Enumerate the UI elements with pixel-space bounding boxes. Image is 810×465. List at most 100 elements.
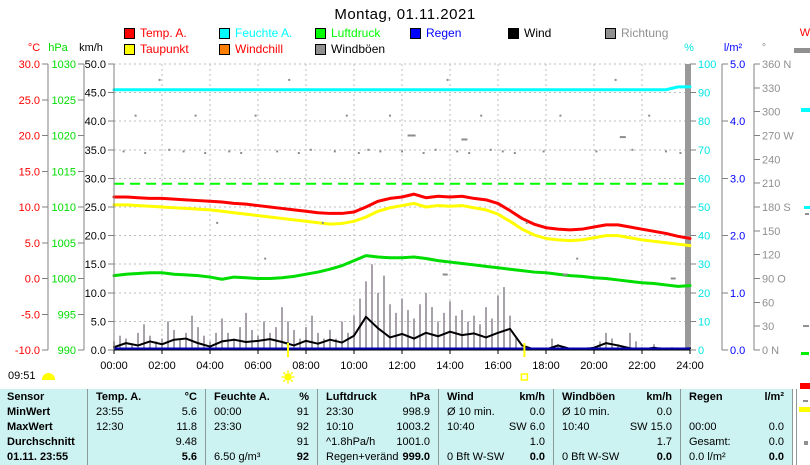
unit-label-W: W <box>799 27 810 39</box>
row-label: Durchschnitt <box>7 436 75 448</box>
svg-text:25.0: 25.0 <box>19 95 40 107</box>
legend-label: Taupunkt <box>140 42 189 56</box>
svg-text:30.0: 30.0 <box>85 173 106 185</box>
stat-time: 0.0 l/m² <box>689 451 726 463</box>
svg-text:5.0: 5.0 <box>25 238 40 250</box>
svg-text:5.0: 5.0 <box>730 59 745 71</box>
svg-text:15.0: 15.0 <box>85 259 106 271</box>
legend-item-taupunkt: Taupunkt <box>124 42 189 56</box>
legend-item-richtung: Richtung <box>605 26 668 40</box>
stat-time: 00:00 <box>214 406 242 418</box>
stat-time: 23:30 <box>326 406 354 418</box>
svg-text:1030: 1030 <box>52 59 76 71</box>
svg-text:3.0: 3.0 <box>730 173 745 185</box>
column-unit: °C <box>184 391 197 403</box>
svg-text:-5.0: -5.0 <box>21 309 40 321</box>
svg-text:50.0: 50.0 <box>85 59 106 71</box>
legend-swatch-icon <box>315 27 326 39</box>
table-column-divider <box>792 389 793 465</box>
svg-text:0.0: 0.0 <box>25 274 40 286</box>
legend-label: Regen <box>426 26 462 40</box>
svg-text:90 O: 90 O <box>762 274 786 286</box>
stat-time: 12:30 <box>96 421 124 433</box>
svg-text:5.0: 5.0 <box>91 316 106 328</box>
svg-text:25.0: 25.0 <box>85 202 106 214</box>
stat-value: 9.48 <box>175 436 197 448</box>
axis-temp: 30.0 25.0 20.0 15.0 10.0 5.0 0.0 -5.0 -10.0 <box>15 59 49 357</box>
cropped-edge-fragment <box>801 108 810 112</box>
table-column-divider <box>205 389 206 465</box>
svg-text:50: 50 <box>698 202 710 214</box>
column-unit: km/h <box>646 391 672 403</box>
stat-value: 1.7 <box>656 436 672 448</box>
svg-text:60: 60 <box>762 297 774 309</box>
cropped-edge-fragment <box>805 213 809 215</box>
unit-label-°: ° <box>761 42 767 54</box>
stat-value: 0.0 <box>768 421 784 433</box>
stat-time: Ø 10 min. <box>447 406 495 418</box>
stat-value: 1.0 <box>529 436 545 448</box>
stat-time: Ø 10 min. <box>562 406 610 418</box>
stat-value: 998.9 <box>402 406 430 418</box>
svg-text:02:00: 02:00 <box>148 360 176 372</box>
unit-label-%: % <box>684 42 694 54</box>
legend-label: Temp. A. <box>140 26 187 40</box>
cropped-edge-fragment <box>803 400 808 402</box>
unit-label-km/h: km/h <box>79 42 103 54</box>
svg-text:30.0: 30.0 <box>19 59 40 71</box>
stat-value: 999.0 <box>402 451 430 463</box>
legend-swatch-icon <box>508 27 519 39</box>
svg-text:08:00: 08:00 <box>292 360 320 372</box>
cropped-edge-fragment <box>794 48 810 53</box>
cropped-edge-fragment <box>804 441 808 445</box>
column-unit: hPa <box>409 391 430 403</box>
stat-time: 00:00 <box>689 421 717 433</box>
weather-chart: 30.025.020.015.010.05.00.0-5.0-10.010301… <box>15 59 794 384</box>
svg-text:30: 30 <box>698 259 710 271</box>
stat-value: 1001.0 <box>396 436 430 448</box>
svg-text:100: 100 <box>698 59 716 71</box>
svg-text:20.0: 20.0 <box>19 131 40 143</box>
column-header: Temp. A. <box>96 391 142 403</box>
legend-swatch-icon <box>124 43 135 55</box>
unit-label-hPa: hPa <box>48 42 68 54</box>
stat-value: 5.6 <box>181 451 197 463</box>
svg-text:20:00: 20:00 <box>580 360 608 372</box>
svg-text:1015: 1015 <box>52 166 76 178</box>
svg-text:0.0: 0.0 <box>730 345 745 357</box>
column-unit: l/m² <box>764 391 784 403</box>
feuchte-a--line <box>112 85 692 92</box>
svg-text:1005: 1005 <box>52 238 76 250</box>
column-header: Wind <box>447 391 474 403</box>
svg-text:12:00: 12:00 <box>388 360 416 372</box>
legend-label: Wind <box>524 26 552 40</box>
legend-item-windchill: Windchill <box>219 42 283 56</box>
svg-text:330: 330 <box>762 83 780 95</box>
svg-text:0 N: 0 N <box>762 345 779 357</box>
svg-text:1020: 1020 <box>52 131 76 143</box>
svg-text:2.0: 2.0 <box>730 231 745 243</box>
svg-text:06:00: 06:00 <box>244 360 272 372</box>
cropped-edge-fragment <box>804 206 810 209</box>
cropped-edge-fragment <box>803 325 809 327</box>
table-row-minwert: MinWert 23:55 5.6 00:00 91 23:30 998.9 Ø 10 min… <box>0 405 792 420</box>
cropped-edge-fragment <box>799 407 810 412</box>
svg-text:80: 80 <box>698 116 710 128</box>
column-header: Feuchte A. <box>214 391 270 403</box>
column-header: Regen <box>689 391 723 403</box>
stat-value: 0.0 <box>768 436 784 448</box>
svg-text:40: 40 <box>698 231 710 243</box>
svg-text:18:00: 18:00 <box>532 360 560 372</box>
legend-swatch-icon <box>315 43 326 55</box>
taupunkt-line <box>112 201 692 248</box>
svg-text:90: 90 <box>698 88 710 100</box>
stat-value: 91 <box>296 406 309 418</box>
stat-value: 1003.2 <box>396 421 430 433</box>
day-length-sun-icon <box>42 373 55 380</box>
axis-rain: 5.0 4.0 3.0 2.0 1.0 0.0 <box>721 59 745 357</box>
svg-text:995: 995 <box>58 309 76 321</box>
stat-value: 92 <box>296 421 309 433</box>
stat-time: 6.50 g/m³ <box>214 451 261 463</box>
column-unit: km/h <box>519 391 545 403</box>
svg-text:70: 70 <box>698 145 710 157</box>
